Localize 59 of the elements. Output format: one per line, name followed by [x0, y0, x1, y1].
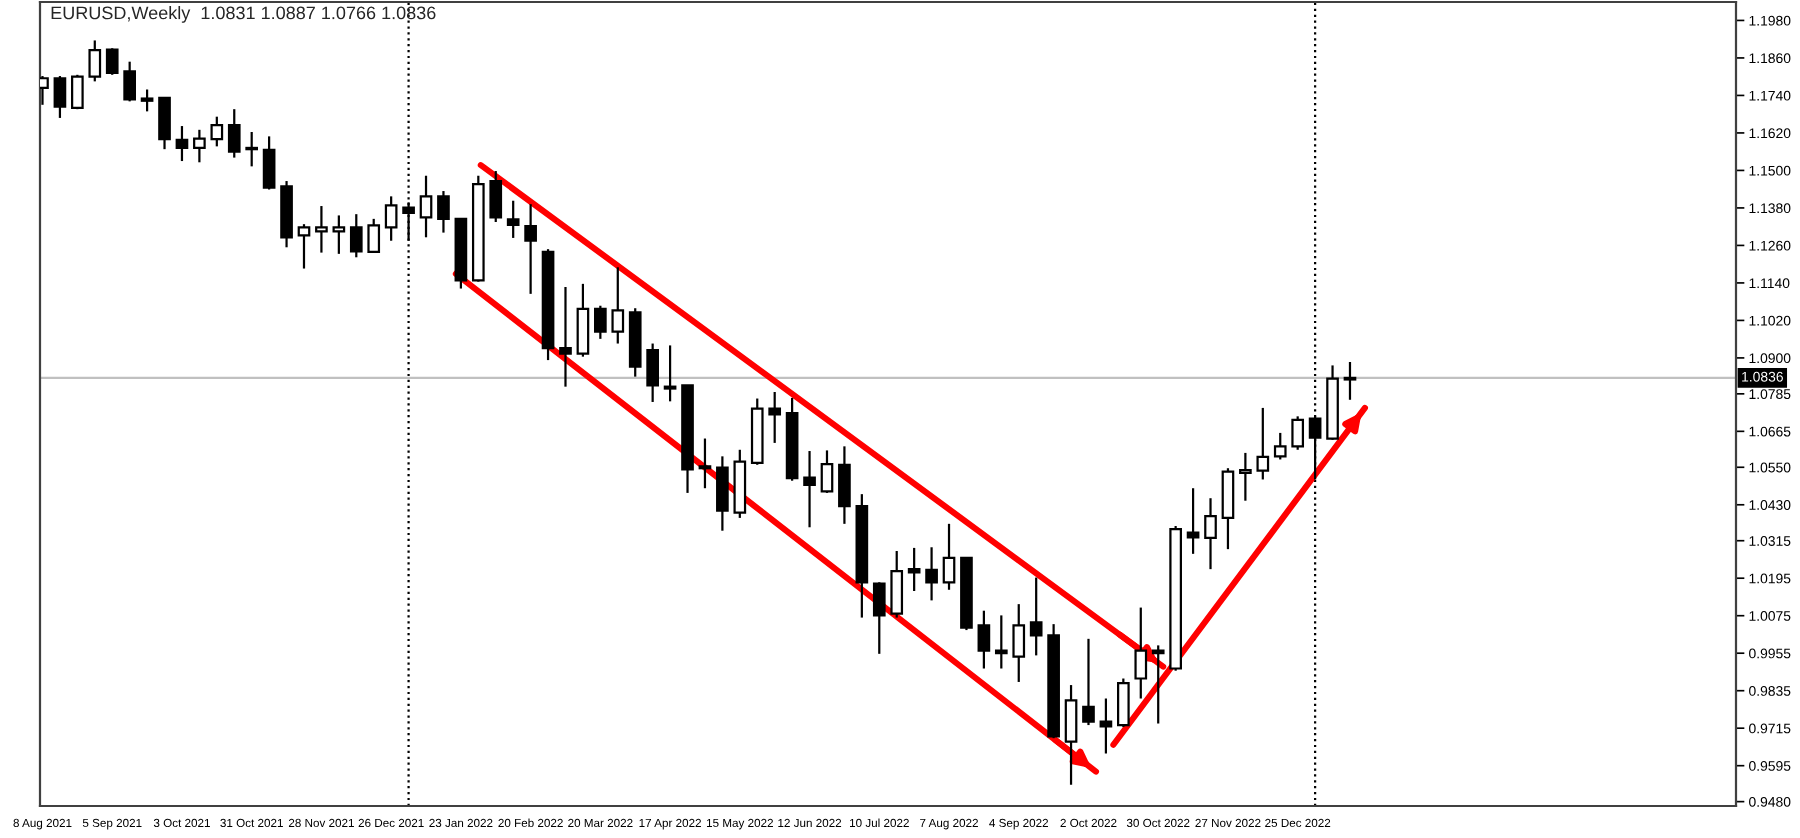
candlestick [53, 74, 67, 120]
candlestick [437, 189, 450, 234]
candlestick [332, 214, 346, 255]
candlestick [1291, 415, 1305, 451]
candlestick [1186, 487, 1200, 555]
candlestick [646, 342, 659, 404]
candlestick [1134, 606, 1148, 700]
candlestick [506, 199, 520, 240]
candlestick [1239, 451, 1252, 502]
candlestick [977, 609, 991, 670]
candlestick [890, 549, 904, 619]
candlestick [594, 304, 607, 340]
candlestick [158, 96, 171, 151]
candlestick [768, 390, 782, 445]
candlestick [611, 266, 625, 345]
candlestick [71, 73, 84, 111]
candlestick [907, 546, 921, 593]
candlestick [942, 522, 956, 591]
candlestick [716, 455, 729, 532]
candlestick [315, 204, 328, 254]
candlestick [1256, 406, 1270, 481]
candlestick [419, 174, 433, 239]
candlestick [1064, 683, 1078, 786]
candlestick [698, 437, 712, 490]
candlestick [524, 203, 537, 295]
candlestick [1082, 637, 1095, 727]
candlestick [140, 88, 154, 113]
candlestick [1273, 431, 1287, 461]
candlestick [489, 169, 503, 224]
candlestick [559, 285, 572, 388]
candlestick [367, 217, 381, 254]
candlestick [1151, 644, 1165, 725]
candlestick [663, 344, 677, 403]
candlestick [1117, 677, 1130, 729]
chart-title: EURUSD,Weekly 1.0831 1.0887 1.0766 1.0836 [51, 6, 436, 23]
candlestick [88, 39, 102, 83]
candlestick [994, 614, 1008, 670]
candlestick [872, 581, 886, 655]
candlestick [1029, 576, 1043, 657]
candlestick [838, 445, 851, 525]
candlestick [297, 223, 311, 270]
candlestick [349, 213, 363, 259]
candlestick [262, 135, 276, 191]
candlestick [925, 546, 938, 602]
candlestick [175, 124, 189, 163]
candlestick [1221, 467, 1235, 551]
candlestick [193, 128, 206, 164]
candlestick [1343, 360, 1357, 401]
candlestick [576, 282, 590, 358]
candlestick [1012, 603, 1026, 684]
candlestick [123, 60, 136, 103]
candlestick [105, 47, 119, 76]
candlestick [210, 115, 224, 148]
candlestick [1204, 497, 1217, 571]
candlestick [384, 195, 398, 242]
candlestick [227, 108, 241, 159]
candlestick [803, 449, 816, 529]
candlestick [245, 130, 259, 168]
candlestick [820, 449, 834, 495]
